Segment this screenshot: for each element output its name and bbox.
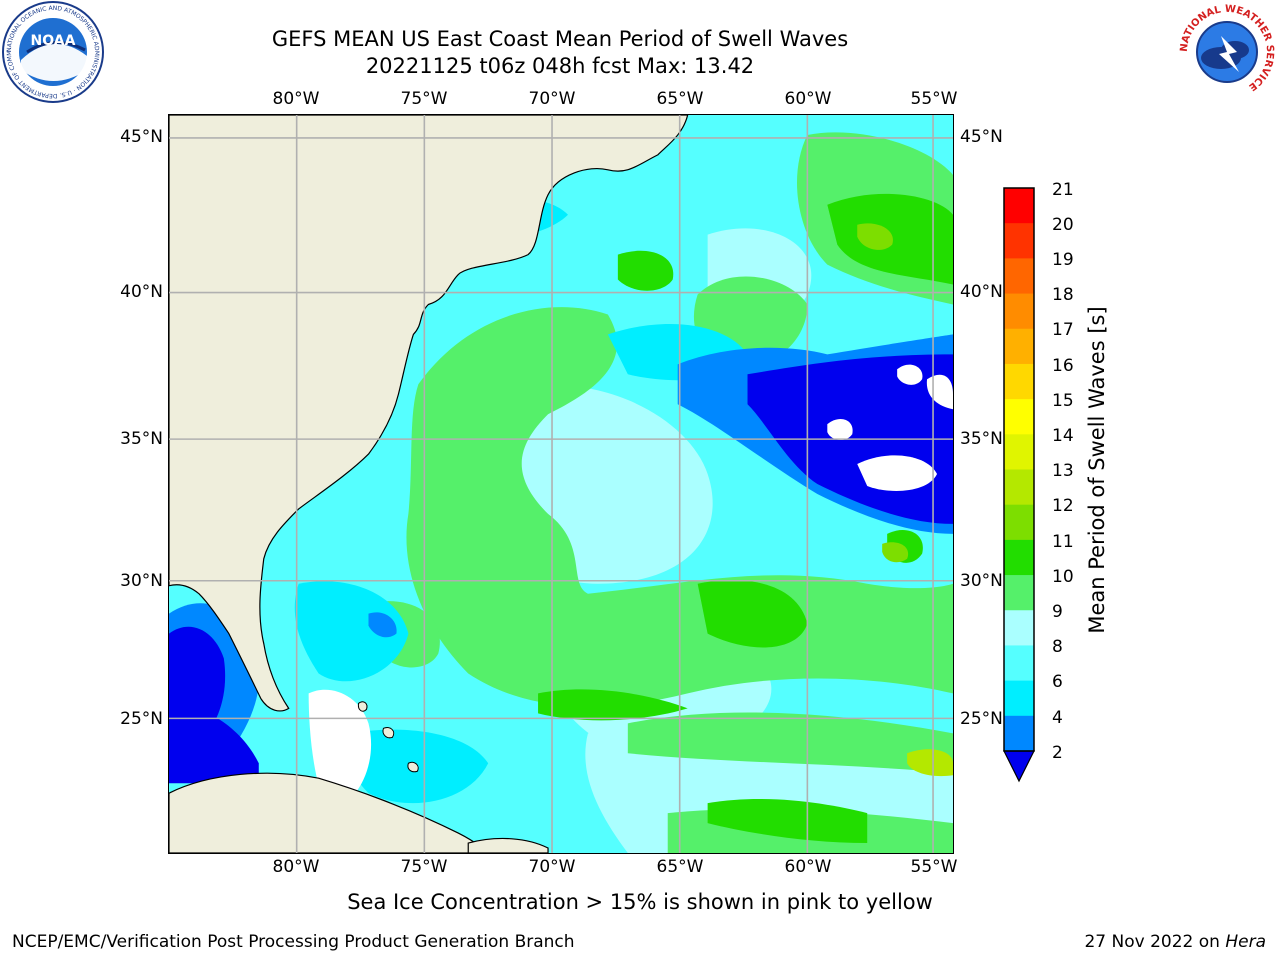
colorbar-segment [1004,610,1034,646]
swell-period-map [168,114,954,854]
noaa-logo-text: NOAA [31,33,76,49]
field-11-12 [882,542,909,563]
sea-ice-note: Sea Ice Concentration > 15% is shown in … [347,890,933,914]
colorbar-segment [1004,645,1034,682]
missing-data [827,418,853,441]
colorbar-label: Mean Period of Swell Waves [s] [1085,306,1109,634]
field-10-11 [617,250,674,291]
field-below-2 [169,703,259,784]
footer-date-text: 27 Nov 2022 on [1084,932,1226,952]
island [357,701,368,712]
colorbar-segment [1004,223,1034,259]
top-lon-label: 65°W [656,89,704,109]
bottom-lon-label: 80°W [272,857,320,877]
colorbar-segment [1004,399,1034,435]
colorbar-segment [1004,539,1034,576]
right-lat-label: 45°N [960,127,1003,147]
chart-subtitle: 20221125 t06z 048h fcst Max: 13.42 [365,54,755,78]
bottom-lon-label: 75°W [400,857,448,877]
right-lat-label: 25°N [960,709,1003,729]
colorbar-tick: 15 [1052,391,1074,411]
colorbar-segment [1004,293,1034,330]
nws-logo: NATIONAL WEATHER SERVICE [1177,2,1277,102]
footer-host: Hera [1225,932,1266,952]
colorbar-tick: 4 [1052,708,1063,728]
footer-date: 27 Nov 2022 on Hera [1084,932,1266,952]
top-lon-label: 55°W [910,89,958,109]
left-lat-label: 45°N [120,127,163,147]
colorbar-segment [1004,575,1034,611]
colorbar-tick: 17 [1052,320,1074,340]
left-lat-label: 30°N [120,571,163,591]
left-lat-label: 40°N [120,282,163,302]
island [407,761,419,773]
graticule [169,115,953,853]
colorbar-tick: 9 [1052,602,1063,622]
colorbar-segment [1004,188,1034,224]
bottom-lon-label: 55°W [910,857,958,877]
chart-title: GEFS MEAN US East Coast Mean Period of S… [271,27,849,51]
field-2-4 [368,612,397,638]
colorbar-tick: 18 [1052,285,1074,305]
field-10-11 [707,799,868,844]
land-north-america [169,115,689,712]
colorbar-extend-triangle [1003,750,1035,783]
field-9-10 [406,307,953,707]
field-10-11 [538,689,688,721]
colorbar-tick: 16 [1052,356,1074,376]
bottom-lon-label: 65°W [656,857,704,877]
colorbar-segment [1004,504,1034,541]
colorbar-tick: 12 [1052,496,1074,516]
colorbar-tick: 21 [1052,180,1074,200]
bottom-lon-label: 70°W [528,857,576,877]
right-lat-label: 40°N [960,282,1003,302]
colorbar-tick: 2 [1052,743,1063,763]
field-11-12 [857,223,893,250]
field-10-11 [697,580,808,648]
bottom-lon-label: 60°W [784,857,832,877]
top-lon-label: 80°W [272,89,320,109]
footer-credit: NCEP/EMC/Verification Post Processing Pr… [12,932,575,952]
colorbar-tick: 11 [1052,532,1074,552]
island [382,727,395,739]
colorbar-tick: 8 [1052,637,1063,657]
top-lon-label: 75°W [400,89,448,109]
top-lon-label: 70°W [528,89,576,109]
colorbar-segment [1004,328,1034,365]
right-lat-label: 30°N [960,571,1003,591]
noaa-logo: NATIONAL OCEANIC AND ATMOSPHERIC ADMINIS… [1,0,104,103]
field-4-6 [294,581,409,682]
colorbar-segment [1004,469,1034,506]
colorbar-segment [1004,258,1034,295]
missing-data [897,364,923,385]
colorbar-segment [1004,680,1034,717]
colorbar-segments [1004,188,1034,752]
field-12-13 [907,749,953,777]
colorbar-tick: 6 [1052,672,1063,692]
colorbar-tick: 13 [1052,461,1074,481]
land-hispaniola [467,837,549,853]
colorbar-segment [1004,715,1034,752]
top-lon-label: 60°W [784,89,832,109]
colorbar-tick: 14 [1052,426,1074,446]
left-lat-label: 25°N [120,709,163,729]
missing-data [857,455,938,491]
colorbar-tick: 19 [1052,250,1074,270]
colorbar [1003,187,1035,783]
field-9-10 [627,712,953,774]
colorbar-tick: 20 [1052,215,1074,235]
left-lat-label: 35°N [120,429,163,449]
colorbar-segment [1004,434,1034,470]
right-lat-label: 35°N [960,429,1003,449]
colorbar-tick: 10 [1052,567,1074,587]
colorbar-segment [1004,363,1034,400]
